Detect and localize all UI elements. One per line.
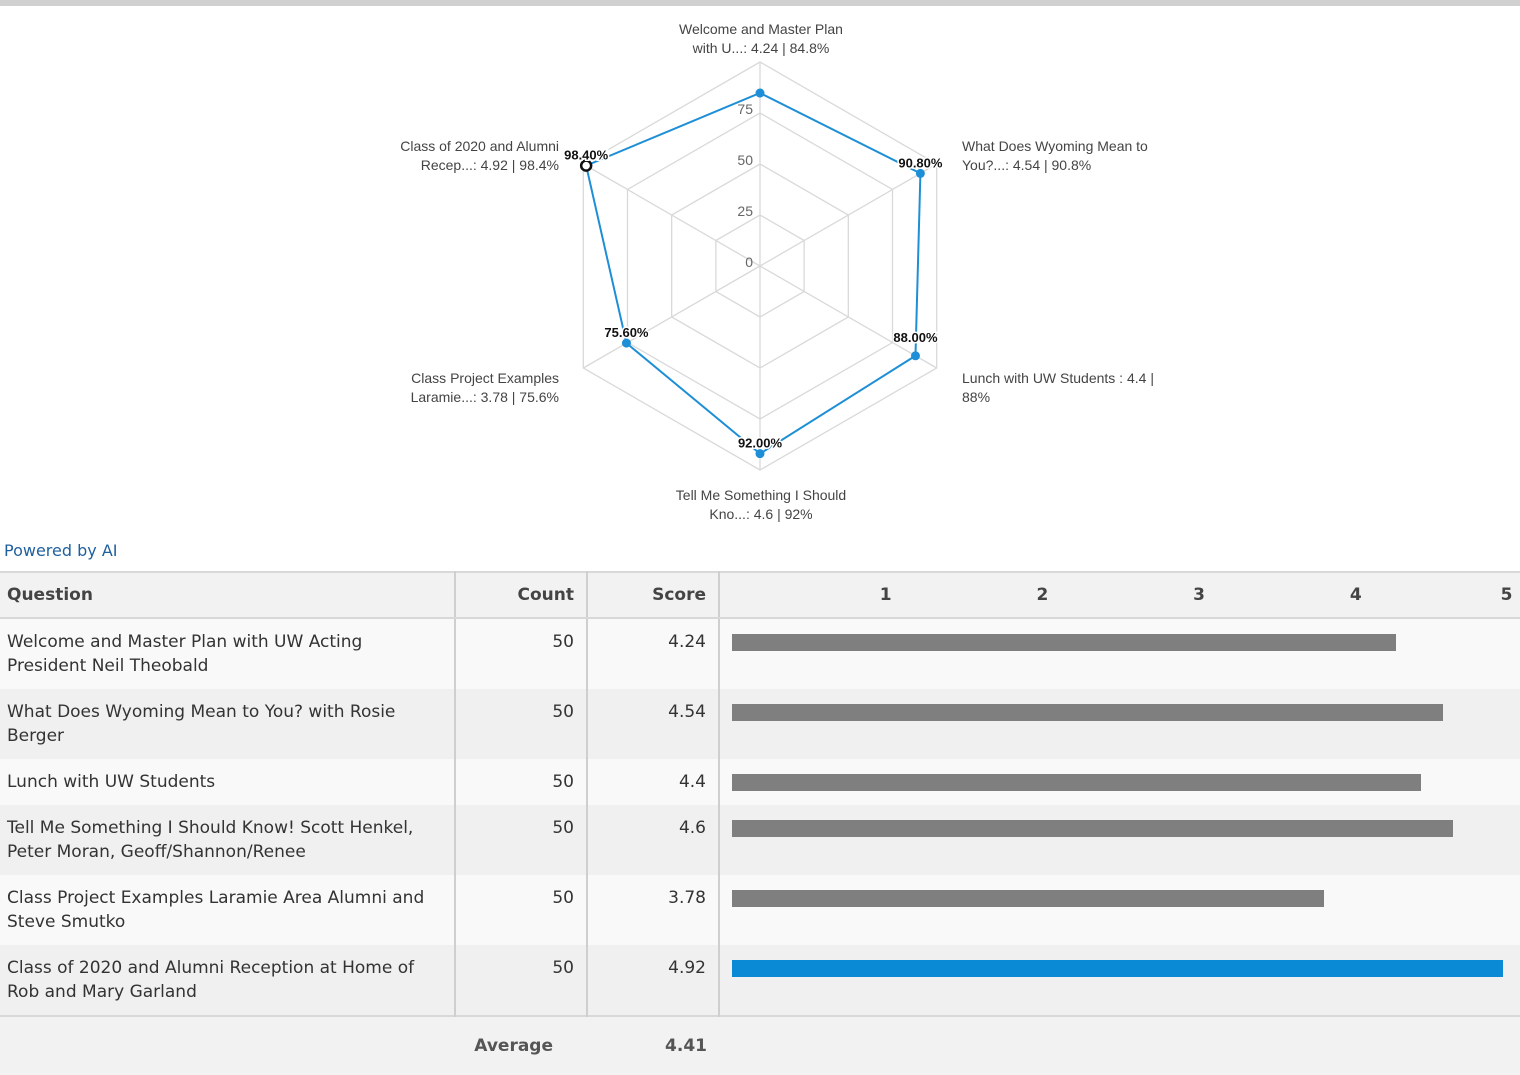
score-cell: 4.4: [587, 759, 720, 805]
axis-label: Lunch with UW Students : 4.4 | 88%: [962, 370, 1154, 405]
score-bar[interactable]: [732, 890, 1325, 907]
axis-label: Class of 2020 and Alumni Recep...: 4.92 |…: [400, 138, 559, 173]
average-label: Average: [455, 1015, 587, 1075]
score-cell: 4.54: [587, 689, 720, 759]
data-value-label: 88.00%: [893, 330, 938, 345]
data-value-label: 75.60%: [604, 325, 649, 340]
column-header-score[interactable]: Score: [587, 571, 720, 619]
table-row[interactable]: Welcome and Master Plan with UW Acting P…: [0, 618, 1520, 689]
bar-cell: [719, 875, 1520, 945]
question-table: Question Count Score 1 2 3 4 5 Welcome and M…: [0, 571, 1520, 1075]
table-row[interactable]: What Does Wyoming Mean to You? with Rosi…: [0, 689, 1520, 759]
radar-chart: 0 25 50 75 90.80% 88.00% 92.00% 75.60% 98.40% Wel…: [400, 21, 1154, 522]
scale-tick-label: 5: [1500, 585, 1513, 605]
data-series-line: [584, 91, 922, 455]
column-header-count[interactable]: Count: [455, 571, 588, 619]
axis-label: Tell Me Something I Should Kno...: 4.6 | …: [676, 487, 846, 522]
question-cell: Class of 2020 and Alumni Reception at Ho…: [0, 945, 456, 1016]
count-cell: 50: [455, 759, 588, 805]
question-cell: Tell Me Something I Should Know! Scott H…: [0, 805, 456, 875]
score-bar[interactable]: [732, 960, 1503, 977]
table-row[interactable]: Class of 2020 and Alumni Reception at Ho…: [0, 945, 1520, 1016]
data-point: [910, 351, 920, 361]
scale-tick-label: 4: [1349, 585, 1362, 605]
bar-cell: [719, 618, 1520, 689]
question-cell: Lunch with UW Students: [0, 759, 456, 805]
count-cell: 50: [455, 945, 588, 1016]
count-cell: 50: [455, 875, 588, 945]
grid-spoke: [583, 265, 761, 369]
score-bar[interactable]: [732, 820, 1453, 837]
average-value: 4.41: [587, 1015, 719, 1075]
radial-tick-label: 0: [745, 254, 753, 270]
table-row[interactable]: Lunch with UW Students 50 4.4: [0, 759, 1520, 805]
count-cell: 50: [455, 805, 588, 875]
scale-tick-label: 3: [1193, 585, 1206, 605]
data-point: [755, 88, 765, 98]
bar-cell: [719, 759, 1520, 805]
bar-cell: [719, 805, 1520, 875]
score-bar[interactable]: [732, 774, 1422, 791]
data-value-label: 92.00%: [738, 436, 783, 451]
score-cell: 4.24: [587, 618, 720, 689]
count-cell: 50: [455, 618, 588, 689]
table-row[interactable]: Class Project Examples Laramie Area Alum…: [0, 875, 1520, 945]
axis-label: Welcome and Master Plan with U...: 4.24 |…: [679, 21, 843, 56]
score-cell: 4.6: [587, 805, 720, 875]
grid-spoke: [759, 163, 937, 267]
question-cell: Welcome and Master Plan with UW Acting P…: [0, 618, 456, 689]
table-header-row: Question Count Score 1 2 3 4 5: [0, 571, 1520, 619]
top-divider: [0, 0, 1520, 6]
data-value-label: 90.80%: [898, 155, 943, 170]
axis-label: What Does Wyoming Mean to You?...: 4.54 |…: [962, 138, 1148, 173]
radial-tick-label: 75: [737, 101, 753, 117]
bar-cell: [719, 945, 1520, 1016]
data-value-label: 98.40%: [564, 148, 609, 163]
data-point-selected: [579, 159, 593, 172]
radial-tick-label: 25: [737, 203, 753, 219]
score-cell: 3.78: [587, 875, 720, 945]
score-bar[interactable]: [732, 704, 1444, 721]
axis-label: Class Project Examples Laramie...: 3.78 |…: [411, 370, 559, 405]
data-point: [755, 449, 765, 459]
question-cell: What Does Wyoming Mean to You? with Rosi…: [0, 689, 456, 759]
score-cell: 4.92: [587, 945, 720, 1016]
grid-spoke: [759, 265, 937, 369]
scale-tick-label: 2: [1036, 585, 1049, 605]
scale-header: 1 2 3 4 5: [719, 571, 1520, 619]
column-header-question[interactable]: Question: [0, 571, 456, 619]
table-row[interactable]: Tell Me Something I Should Know! Scott H…: [0, 805, 1520, 875]
grid-spoke: [583, 163, 761, 267]
score-bar[interactable]: [732, 634, 1397, 651]
data-point: [915, 168, 925, 178]
scale-tick-label: 1: [879, 585, 892, 605]
count-cell: 50: [455, 689, 588, 759]
radial-tick-label: 50: [737, 152, 753, 168]
question-cell: Class Project Examples Laramie Area Alum…: [0, 875, 456, 945]
average-row: Average 4.41: [0, 1015, 1520, 1075]
data-point: [621, 338, 631, 348]
powered-by-link[interactable]: Powered by AI: [4, 541, 118, 560]
bar-cell: [719, 689, 1520, 759]
